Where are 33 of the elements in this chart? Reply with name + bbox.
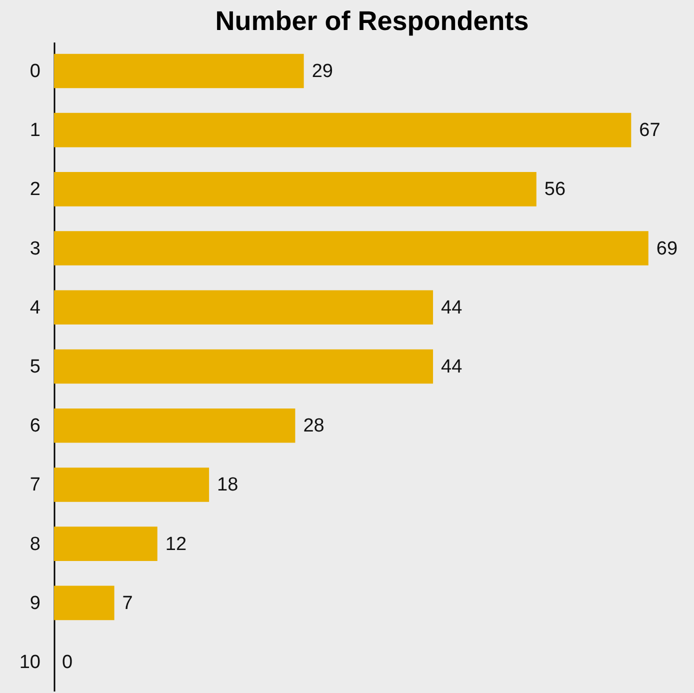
y-tick-label: 1 [30, 120, 40, 142]
bar [54, 349, 434, 384]
chart-title: Number of Respondents [215, 6, 529, 36]
bar [54, 172, 536, 206]
data-label: 7 [122, 592, 133, 614]
y-tick-label: 9 [30, 592, 40, 614]
data-label: 56 [544, 179, 566, 200]
bar [54, 526, 158, 561]
data-label: 18 [217, 474, 238, 496]
y-tick-label: 0 [30, 60, 40, 82]
y-tick-label: 8 [30, 534, 40, 555]
data-label: 0 [62, 652, 73, 674]
y-tick-label: 7 [30, 474, 40, 496]
data-label: 44 [441, 297, 463, 318]
bar [54, 231, 648, 266]
y-tick-label: 2 [30, 179, 40, 200]
y-tick-label: 3 [30, 238, 40, 260]
data-label: 44 [441, 356, 463, 378]
bar [54, 408, 296, 443]
y-tick-label: 6 [30, 416, 40, 437]
bar [54, 290, 434, 325]
data-label: 12 [165, 534, 187, 555]
bar [54, 468, 210, 502]
y-tick-label: 4 [30, 297, 41, 318]
data-label: 28 [303, 416, 324, 437]
y-tick-label: 10 [19, 652, 40, 674]
bar [54, 112, 632, 148]
bar [54, 586, 114, 620]
bar [54, 54, 304, 88]
y-tick-label: 5 [30, 356, 40, 378]
data-label: 67 [639, 120, 660, 142]
data-label: 29 [312, 60, 333, 82]
data-label: 69 [656, 238, 678, 260]
